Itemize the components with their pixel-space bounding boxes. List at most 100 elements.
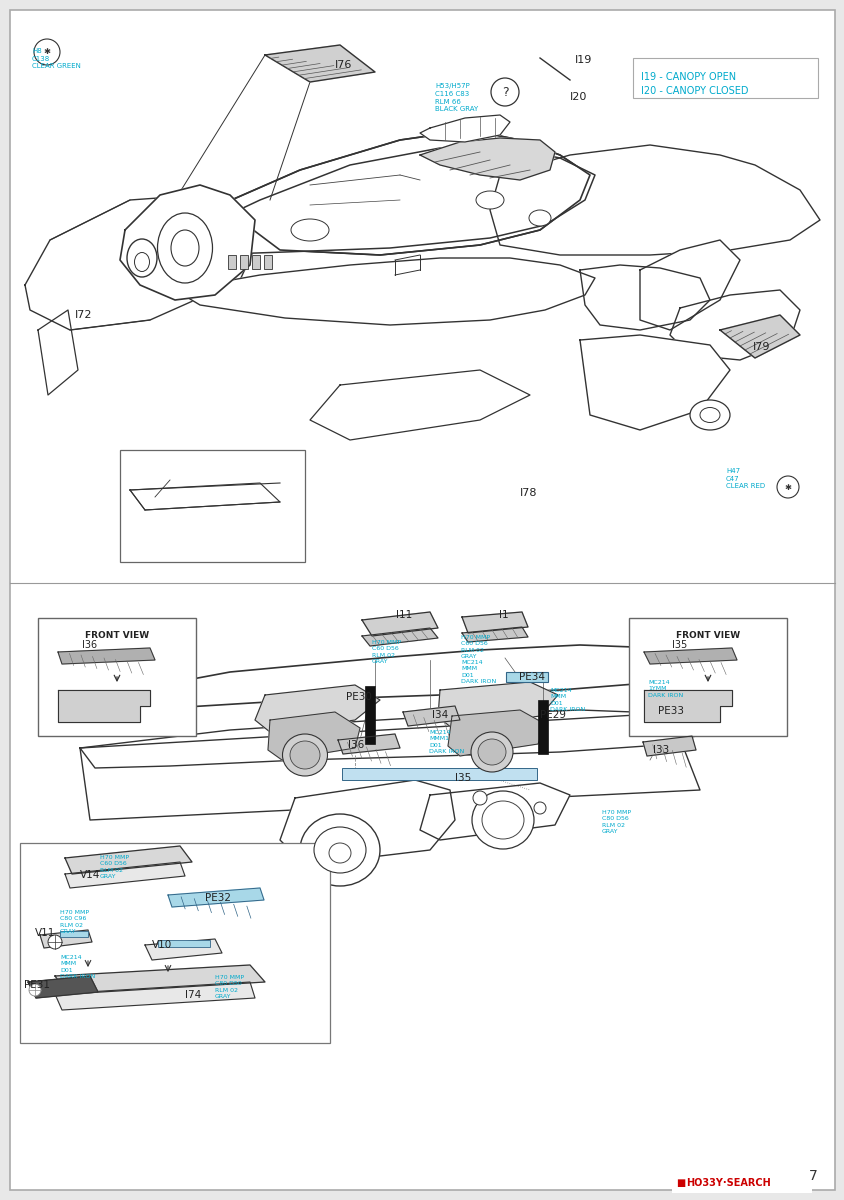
Text: I20: I20	[570, 92, 587, 102]
Polygon shape	[175, 148, 594, 325]
Bar	[647, 700, 697, 710]
Text: I20 - CANOPY CLOSED: I20 - CANOPY CLOSED	[641, 86, 748, 96]
Bar	[38, 618, 196, 736]
Polygon shape	[639, 240, 739, 330]
Polygon shape	[219, 130, 589, 254]
Bar	[538, 700, 548, 754]
Text: 7: 7	[809, 1169, 817, 1183]
Text: H8
C138
CLEAR GREEN: H8 C138 CLEAR GREEN	[32, 48, 81, 70]
Text: FRONT VIEW: FRONT VIEW	[675, 631, 739, 640]
Polygon shape	[719, 314, 799, 358]
Polygon shape	[65, 862, 185, 888]
Text: I76: I76	[334, 60, 352, 70]
Polygon shape	[25, 194, 270, 330]
Text: PE31: PE31	[24, 980, 50, 990]
Polygon shape	[338, 734, 399, 754]
Ellipse shape	[282, 734, 327, 776]
Polygon shape	[80, 713, 699, 820]
Text: H70 MMP
C60 D56
RLM 02
GRAY: H70 MMP C60 D56 RLM 02 GRAY	[371, 640, 401, 665]
Text: I35: I35	[454, 773, 471, 782]
Text: PE32: PE32	[205, 893, 230, 902]
Bar	[120, 450, 305, 562]
Polygon shape	[265, 44, 375, 82]
Polygon shape	[58, 690, 150, 722]
Polygon shape	[268, 712, 360, 760]
Ellipse shape	[29, 984, 41, 996]
Text: I79: I79	[752, 342, 770, 352]
Polygon shape	[219, 130, 589, 254]
Polygon shape	[462, 612, 528, 634]
Polygon shape	[279, 780, 454, 865]
Polygon shape	[490, 145, 819, 254]
Text: MC214
1YMM
DARK IRON: MC214 1YMM DARK IRON	[647, 680, 683, 697]
Ellipse shape	[289, 740, 320, 769]
Text: PE30: PE30	[345, 692, 371, 702]
Polygon shape	[120, 185, 255, 300]
Text: H70 MMP
C60 D56
RLM 02
GRAY: H70 MMP C60 D56 RLM 02 GRAY	[461, 635, 490, 659]
Ellipse shape	[776, 476, 798, 498]
Ellipse shape	[127, 239, 157, 277]
Ellipse shape	[478, 739, 506, 766]
Polygon shape	[579, 265, 709, 330]
Polygon shape	[255, 685, 380, 732]
Text: PE29: PE29	[539, 710, 565, 720]
Polygon shape	[80, 646, 709, 768]
Text: ?: ?	[501, 85, 508, 98]
Text: I78: I78	[519, 488, 537, 498]
Ellipse shape	[470, 732, 512, 772]
Ellipse shape	[699, 408, 719, 422]
Text: ✱: ✱	[43, 48, 51, 56]
Text: PE33: PE33	[657, 706, 683, 716]
Ellipse shape	[328, 842, 350, 863]
Text: I36: I36	[348, 740, 364, 750]
Ellipse shape	[170, 230, 199, 266]
Polygon shape	[145, 938, 222, 960]
Ellipse shape	[134, 252, 149, 271]
Polygon shape	[447, 710, 544, 756]
Polygon shape	[361, 628, 437, 646]
Bar	[228, 254, 235, 269]
Bar	[158, 940, 210, 947]
Polygon shape	[55, 965, 265, 994]
Ellipse shape	[481, 802, 523, 839]
Polygon shape	[669, 290, 799, 360]
Polygon shape	[419, 115, 510, 142]
Text: MC214
MMM
D01
DARK IRON: MC214 MMM D01 DARK IRON	[60, 955, 95, 979]
Polygon shape	[168, 888, 263, 907]
Polygon shape	[28, 976, 98, 998]
Text: PE34: PE34	[518, 672, 544, 682]
Ellipse shape	[48, 935, 62, 949]
Text: I19: I19	[574, 55, 592, 65]
Polygon shape	[40, 930, 92, 948]
Text: I74: I74	[185, 990, 201, 1000]
Bar	[60, 931, 88, 937]
Text: I11: I11	[396, 610, 412, 620]
Ellipse shape	[34, 38, 60, 65]
Bar	[506, 672, 548, 682]
Text: I72: I72	[75, 310, 92, 320]
Polygon shape	[579, 335, 729, 430]
Text: V14: V14	[80, 870, 100, 880]
Ellipse shape	[690, 400, 729, 430]
Bar	[263, 254, 272, 269]
Polygon shape	[643, 690, 731, 722]
Polygon shape	[58, 648, 154, 664]
Bar	[342, 768, 537, 780]
Polygon shape	[437, 682, 557, 728]
Text: ■: ■	[675, 1178, 684, 1188]
Bar	[632, 58, 817, 98]
Polygon shape	[310, 370, 529, 440]
Ellipse shape	[314, 827, 365, 874]
Bar	[628, 618, 786, 736]
Polygon shape	[55, 982, 255, 1010]
Text: MC214
MMM
D01
DARK IRON: MC214 MMM D01 DARK IRON	[549, 688, 585, 712]
Text: H70 MMP
C60 D56
RLM 02
GRAY: H70 MMP C60 D56 RLM 02 GRAY	[100, 854, 129, 880]
Text: I33: I33	[652, 745, 668, 755]
Text: FRONT VIEW: FRONT VIEW	[85, 631, 149, 640]
Text: I1: I1	[499, 610, 508, 620]
Polygon shape	[419, 138, 555, 180]
Ellipse shape	[290, 218, 328, 241]
Polygon shape	[65, 846, 192, 874]
Polygon shape	[419, 782, 570, 840]
Text: V11: V11	[35, 928, 56, 938]
